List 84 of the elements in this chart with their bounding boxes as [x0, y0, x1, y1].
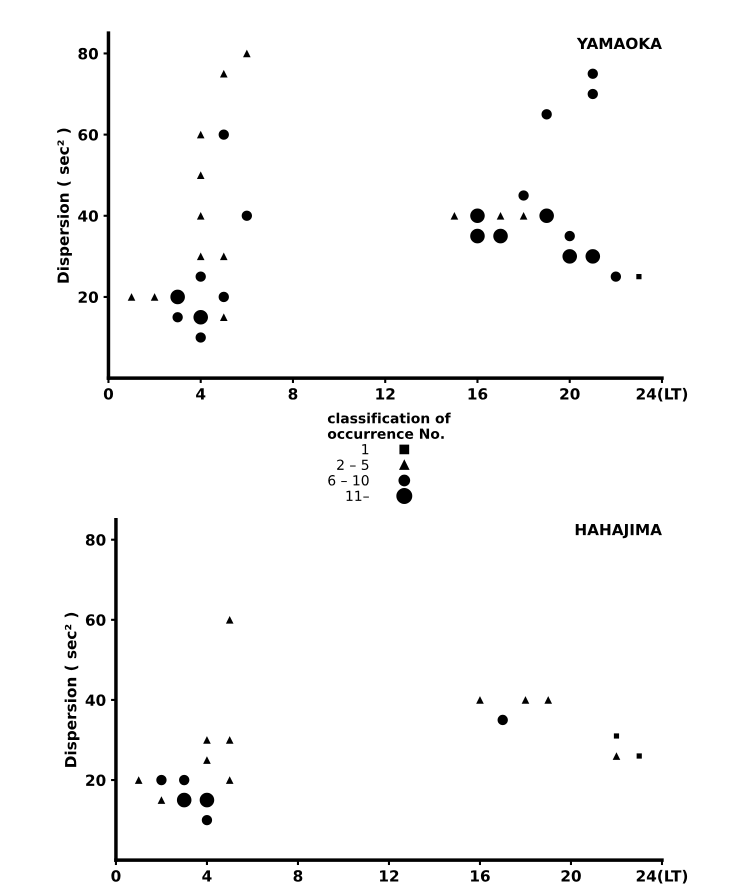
point — [476, 696, 484, 704]
point — [218, 292, 229, 302]
point — [496, 212, 504, 220]
y-tick-label: 80 — [78, 48, 98, 60]
point — [128, 293, 136, 301]
point — [203, 736, 211, 744]
y-tick-label: 60 — [86, 614, 106, 626]
x-tick-label: 12 — [376, 388, 395, 400]
y-tick-label: 20 — [86, 774, 106, 786]
x-tick-label: 24(LT) — [636, 388, 688, 402]
point — [610, 272, 622, 282]
x-tick-label: 4 — [202, 870, 212, 882]
chart-title: YAMAOKA — [576, 38, 662, 50]
legend-title: classification of occurrence No. — [328, 412, 451, 439]
x-tick-label: 0 — [111, 870, 121, 882]
point — [586, 249, 600, 264]
point — [226, 736, 234, 744]
point — [226, 616, 234, 624]
y-tick-label: 20 — [78, 291, 98, 303]
point — [196, 332, 206, 343]
point — [542, 109, 552, 120]
point — [493, 228, 508, 244]
point — [450, 212, 458, 220]
point — [172, 312, 183, 322]
x-tick-label: 12 — [380, 870, 398, 882]
point — [562, 249, 578, 264]
point — [544, 696, 552, 704]
legend-label: 2 – 5 — [337, 460, 368, 470]
legend-label: 11– — [346, 490, 369, 501]
x-tick-label: 4 — [196, 388, 206, 400]
point — [636, 274, 642, 280]
point — [134, 776, 142, 784]
chart-title: HAHAJIMA — [576, 524, 662, 538]
point — [220, 313, 228, 322]
point — [203, 756, 211, 764]
point — [520, 212, 528, 220]
point — [193, 310, 208, 325]
point — [158, 796, 166, 804]
point — [156, 774, 167, 786]
y-tick-label: 40 — [86, 694, 106, 706]
point — [196, 272, 206, 282]
point — [202, 814, 212, 826]
point — [612, 752, 620, 760]
x-tick-label: 8 — [294, 870, 302, 882]
point — [588, 68, 598, 79]
point — [179, 774, 190, 786]
point — [196, 130, 205, 138]
x-tick-label: 8 — [288, 388, 298, 400]
x-tick-label: 20 — [562, 870, 581, 882]
x-tick-label: 24(LT) — [636, 870, 688, 884]
point — [170, 290, 185, 304]
x-tick-label: 16 — [471, 870, 490, 882]
x-tick-label: 0 — [104, 388, 114, 400]
point — [176, 792, 192, 808]
point — [518, 190, 529, 201]
point — [588, 88, 598, 100]
point — [220, 70, 228, 78]
y-axis-title: Dispersion ( sec² ) — [64, 612, 80, 767]
point — [564, 230, 575, 242]
point — [200, 792, 214, 808]
x-tick-label: 20 — [560, 388, 580, 400]
y-axis-title: Dispersion ( sec² ) — [57, 128, 72, 283]
x-tick-label: 16 — [468, 388, 488, 400]
legend-label: 6 – 10 — [328, 475, 369, 486]
point — [220, 252, 228, 260]
point — [226, 776, 234, 784]
point — [498, 714, 508, 726]
point — [242, 210, 252, 221]
legend-label: 1 — [362, 444, 368, 454]
point — [614, 733, 620, 739]
point — [539, 208, 554, 224]
y-tick-label: 60 — [78, 129, 98, 141]
point — [522, 696, 530, 704]
point — [243, 50, 251, 58]
point — [150, 293, 158, 301]
point — [470, 228, 485, 244]
point — [218, 129, 229, 140]
point — [636, 753, 642, 759]
point — [196, 171, 205, 179]
point — [470, 208, 485, 224]
point — [196, 252, 205, 260]
y-tick-label: 40 — [78, 210, 98, 222]
y-tick-label: 80 — [86, 534, 106, 546]
point — [196, 212, 205, 220]
